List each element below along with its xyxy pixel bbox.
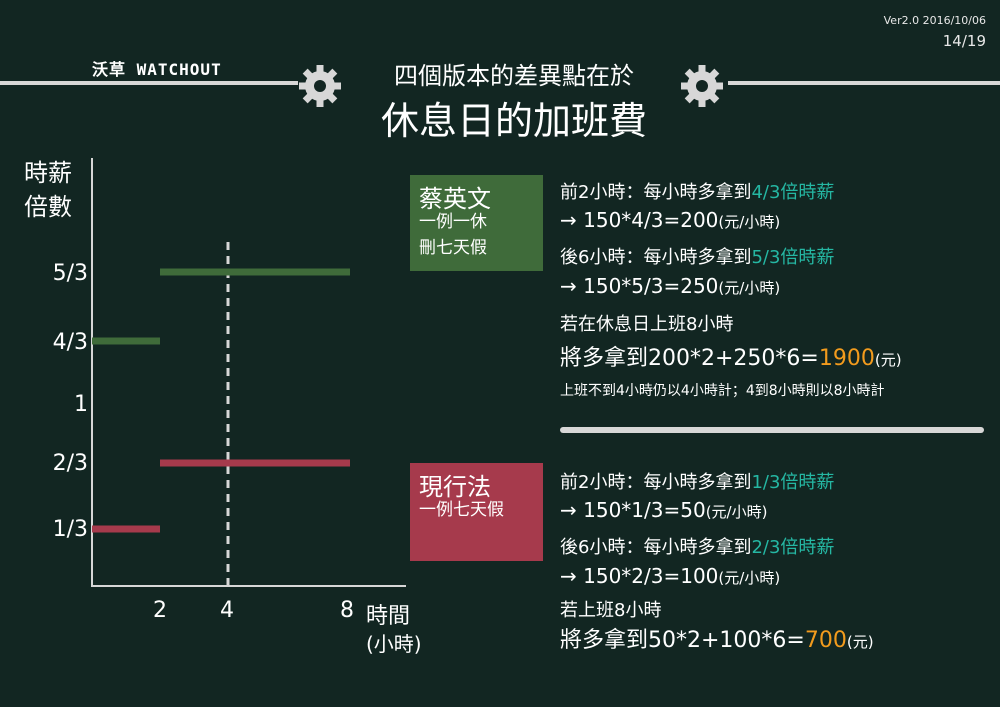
current-law-name: 現行法 xyxy=(419,473,491,501)
tsai-line-3-highlight: 5/3倍時薪 xyxy=(751,247,835,268)
version-label: Ver2.0 2016/10/06 xyxy=(883,14,986,27)
current-line-2-unit: (元/小時) xyxy=(705,503,768,521)
current-line-1: 前2小時：每小時多拿到1/3倍時薪 xyxy=(560,468,834,494)
tsai-line-1-text: 前2小時：每小時多拿到 xyxy=(560,182,752,203)
y-tick-label: 5/3 xyxy=(52,261,88,286)
y-tick-label: 1 xyxy=(74,392,88,417)
tsai-line-5: 若在休息日上班8小時 xyxy=(560,314,734,335)
current-line-3-highlight: 2/3倍時薪 xyxy=(751,537,835,558)
brand-logo: 沃草 WATCHOUT xyxy=(92,60,222,79)
page-subtitle: 四個版本的差異點在於 xyxy=(394,62,634,90)
x-tick-label: 8 xyxy=(340,598,354,623)
tsai-name: 蔡英文 xyxy=(419,185,491,213)
current-line-4-unit: (元/小時) xyxy=(718,569,781,587)
y-tick-label: 2/3 xyxy=(52,451,88,476)
gear-icon-right xyxy=(681,65,723,107)
current-line-1-text: 前2小時：每小時多拿到 xyxy=(560,472,752,493)
tsai-line-6-text: 將多拿到200*2+250*6= xyxy=(560,346,819,371)
tsai-line-3: 後6小時：每小時多拿到5/3倍時薪 xyxy=(560,243,834,269)
x-axis-unit: (小時) xyxy=(366,632,422,656)
header-rule-left xyxy=(0,81,298,85)
current-law-box: 現行法 一例七天假 xyxy=(410,463,543,561)
y-tick-label: 4/3 xyxy=(52,330,88,355)
current-line-3-text: 後6小時：每小時多拿到 xyxy=(560,537,752,558)
tsai-line-1-highlight: 4/3倍時薪 xyxy=(751,182,835,203)
y-tick-label: 1/3 xyxy=(52,517,88,542)
section-divider xyxy=(560,427,984,433)
tsai-line-2-unit: (元/小時) xyxy=(718,213,781,231)
chart-ylabel: 時薪倍數 xyxy=(24,159,72,221)
tsai-line-4: → 150*5/3=250(元/小時) xyxy=(560,274,780,298)
tsai-line-3-text: 後6小時：每小時多拿到 xyxy=(560,247,752,268)
tsai-line-2: → 150*4/3=200(元/小時) xyxy=(560,208,780,232)
current-total: 700 xyxy=(804,628,847,653)
current-line-6-text: 將多拿到50*2+100*6= xyxy=(560,628,805,653)
current-line-6: 將多拿到50*2+100*6=700(元) xyxy=(560,622,874,654)
page-number: 14/19 xyxy=(942,32,986,50)
current-line-4-text: → 150*2/3=100 xyxy=(560,564,719,588)
x-tick-label: 4 xyxy=(220,598,234,623)
tsai-box: 蔡英文 一例一休 刪七天假 xyxy=(410,175,543,271)
current-law-sub1: 一例七天假 xyxy=(419,500,504,520)
page-title: 休息日的加班費 xyxy=(380,99,647,143)
tsai-total: 1900 xyxy=(818,346,875,371)
x-axis-label: 時間 xyxy=(366,604,411,629)
chart-plot xyxy=(91,158,406,587)
current-line-2: → 150*1/3=50(元/小時) xyxy=(560,498,767,522)
current-line-5: 若上班8小時 xyxy=(560,600,662,621)
tsai-line-6: 將多拿到200*2+250*6=1900(元) xyxy=(560,340,902,372)
current-line-3: 後6小時：每小時多拿到2/3倍時薪 xyxy=(560,533,834,559)
tsai-sub1: 一例一休 xyxy=(419,212,487,232)
gear-icon-left xyxy=(299,65,341,107)
header-rule-right xyxy=(728,81,1000,85)
tsai-line-6-unit: (元) xyxy=(874,351,902,369)
tsai-line-4-text: → 150*5/3=250 xyxy=(560,274,719,298)
current-line-1-highlight: 1/3倍時薪 xyxy=(751,472,835,493)
current-line-4: → 150*2/3=100(元/小時) xyxy=(560,564,780,588)
tsai-sub2: 刪七天假 xyxy=(419,238,487,258)
tsai-line-2-text: → 150*4/3=200 xyxy=(560,208,719,232)
tsai-note: 上班不到4小時仍以4小時計；4到8小時則以8小時計 xyxy=(560,383,885,399)
current-line-2-text: → 150*1/3=50 xyxy=(560,498,706,522)
current-line-6-unit: (元) xyxy=(846,633,874,651)
tsai-line-4-unit: (元/小時) xyxy=(718,279,781,297)
x-tick-label: 2 xyxy=(153,598,167,623)
tsai-line-1: 前2小時：每小時多拿到4/3倍時薪 xyxy=(560,178,834,204)
